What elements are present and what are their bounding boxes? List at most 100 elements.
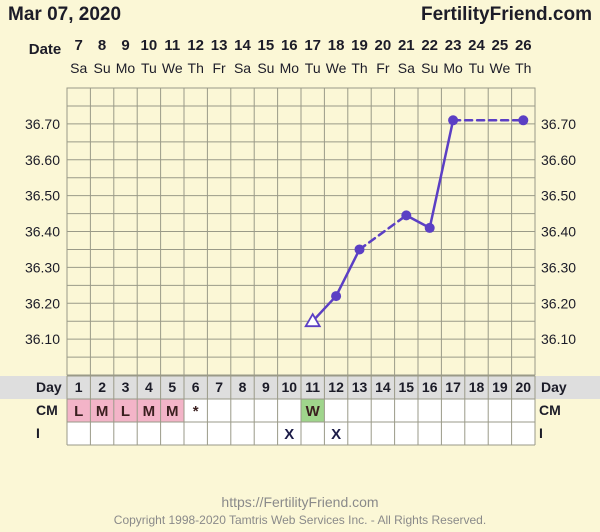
temperature-point — [448, 115, 459, 126]
cycle-day-number: 9 — [262, 379, 270, 395]
cm-cell-fill — [301, 399, 325, 422]
weekday-label: We — [326, 60, 347, 76]
intercourse-mark: X — [284, 426, 294, 443]
temperature-point — [424, 222, 435, 233]
weekday-label: Mo — [280, 60, 300, 76]
cycle-day-number: 11 — [305, 379, 320, 395]
y-tick-label-right: 36.20 — [541, 295, 576, 311]
date-number: 20 — [375, 37, 392, 54]
weekday-label: Mo — [443, 60, 463, 76]
date-number: 26 — [515, 37, 532, 54]
i-row-label-right: I — [539, 425, 543, 441]
cm-cell-fill — [90, 399, 114, 422]
y-tick-label-right: 36.10 — [541, 331, 576, 347]
cm-cell-fill — [137, 399, 161, 422]
y-tick-label-left: 36.40 — [25, 224, 60, 240]
cm-entry: M — [96, 403, 109, 420]
cycle-day-number: 16 — [422, 379, 438, 395]
temperature-point — [401, 210, 412, 221]
date-number: 9 — [121, 37, 129, 54]
weekday-label: Th — [351, 60, 367, 76]
weekday-label: Fr — [376, 60, 390, 76]
i-row-label-left: I — [36, 425, 40, 441]
day-row-band — [0, 376, 600, 399]
cycle-day-number: 14 — [375, 379, 391, 395]
cycle-day-number: 19 — [492, 379, 508, 395]
y-tick-label-right: 36.50 — [541, 188, 576, 204]
cm-entry: L — [74, 403, 83, 420]
cycle-day-number: 8 — [239, 379, 247, 395]
temperature-point-open — [304, 312, 322, 328]
date-number: 23 — [445, 37, 462, 54]
temperature-line-segment — [311, 294, 338, 323]
cycle-day-number: 17 — [445, 379, 461, 395]
weekday-label: Fr — [212, 60, 226, 76]
cycle-day-number: 1 — [75, 379, 83, 395]
date-number: 18 — [328, 37, 345, 54]
date-number: 19 — [351, 37, 368, 54]
temperature-point — [354, 244, 365, 255]
y-tick-label-left: 36.30 — [25, 259, 60, 275]
date-number: 16 — [281, 37, 298, 54]
date-number: 25 — [492, 37, 509, 54]
cm-cell-fill — [67, 399, 91, 422]
cm-row-label-left: CM — [36, 402, 58, 418]
weekday-label: We — [490, 60, 511, 76]
date-number: 8 — [98, 37, 106, 54]
weekday-label: Mo — [116, 60, 136, 76]
fertility-chart: Date 7Sa8Su9Mo10Tu11We12Th13Fr14Sa15Su16M… — [0, 37, 600, 446]
date-number: 21 — [398, 37, 415, 54]
date-number: 24 — [468, 37, 485, 54]
temperature-line-segment — [334, 248, 361, 298]
y-tick-label-right: 36.70 — [541, 116, 576, 132]
y-tick-label-left: 36.50 — [25, 188, 60, 204]
cm-entry: M — [143, 403, 156, 420]
site-name[interactable]: FertilityFriend.com — [420, 4, 592, 25]
cm-entry: * — [193, 403, 199, 420]
weekday-label: Tu — [305, 60, 321, 76]
cm-entry: W — [306, 403, 321, 420]
cm-cell-fill — [113, 399, 138, 422]
cm-cell-fill — [160, 399, 184, 422]
weekday-label: Sa — [398, 60, 415, 76]
date-number: 14 — [234, 37, 251, 54]
cycle-day-number: 20 — [516, 379, 532, 395]
weekday-label: Su — [257, 60, 274, 76]
y-tick-label-right: 36.30 — [541, 259, 576, 275]
y-tick-label-left: 36.60 — [25, 152, 60, 168]
cycle-day-number: 7 — [215, 379, 223, 395]
y-tick-label-left: 36.70 — [25, 116, 60, 132]
footer-copyright: Copyright 1998-2020 Tamtris Web Services… — [113, 513, 487, 527]
date-number: 22 — [421, 37, 438, 54]
chart-date-title: Mar 07, 2020 — [8, 4, 122, 25]
temperature-point — [331, 291, 342, 302]
weekday-label: Su — [94, 60, 111, 76]
cycle-day-number: 12 — [328, 379, 344, 395]
date-number: 11 — [164, 37, 180, 54]
date-number: 12 — [187, 37, 204, 54]
weekday-label: Th — [188, 60, 204, 76]
cycle-day-number: 15 — [399, 379, 415, 395]
cm-entry: M — [166, 403, 179, 420]
temperature-line-segment — [428, 119, 455, 230]
intercourse-mark: X — [331, 426, 341, 443]
day-row-label-right: Day — [541, 379, 567, 395]
cycle-day-number: 2 — [98, 379, 106, 395]
weekday-label: Tu — [469, 60, 485, 76]
date-number: 17 — [304, 37, 321, 54]
temperature-point — [518, 115, 529, 126]
cycle-day-number: 4 — [145, 379, 153, 395]
date-number: 15 — [258, 37, 275, 54]
day-row-label-left: Day — [36, 379, 62, 395]
date-row-label: Date — [29, 41, 62, 58]
cycle-day-number: 5 — [168, 379, 176, 395]
weekday-label: Sa — [234, 60, 251, 76]
weekday-label: Tu — [141, 60, 157, 76]
cycle-day-number: 3 — [122, 379, 130, 395]
footer-url[interactable]: https://FertilityFriend.com — [221, 494, 379, 510]
y-tick-label-left: 36.20 — [25, 295, 60, 311]
cm-entry: L — [121, 403, 130, 420]
weekday-label: Su — [421, 60, 438, 76]
weekday-label: Th — [515, 60, 531, 76]
cm-row-label-right: CM — [539, 402, 561, 418]
